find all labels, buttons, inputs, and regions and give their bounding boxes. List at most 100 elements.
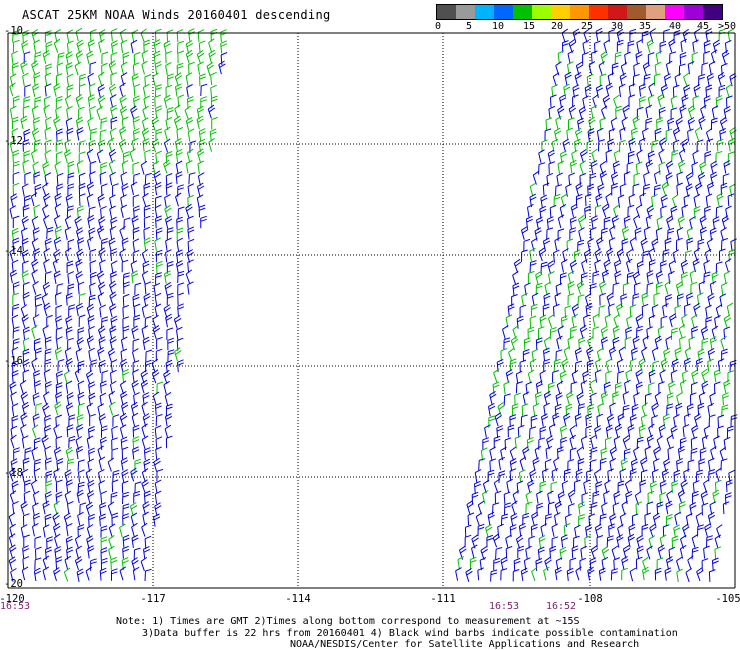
wind-barb <box>719 248 726 262</box>
wind-barb <box>65 326 73 340</box>
wind-barb <box>154 490 162 504</box>
wind-barb <box>177 50 185 64</box>
legend-swatch <box>684 5 703 19</box>
wind-barb <box>594 369 602 383</box>
wind-barb <box>197 29 205 43</box>
wind-barb <box>640 457 648 471</box>
wind-barb <box>42 161 50 176</box>
wind-barb <box>704 150 712 164</box>
wind-barb <box>705 84 713 98</box>
wind-barb <box>579 557 587 571</box>
wind-barb <box>638 424 646 438</box>
wind-barb <box>620 293 628 307</box>
wind-barb <box>599 280 607 295</box>
wind-barb <box>692 258 700 273</box>
wind-barb <box>87 458 95 472</box>
wind-barb <box>577 239 585 252</box>
wind-barb <box>188 61 195 75</box>
wind-barb <box>12 360 19 373</box>
wind-barb <box>622 282 630 296</box>
wind-barb <box>131 379 139 394</box>
wind-barb <box>122 325 130 339</box>
wind-barb <box>674 304 682 319</box>
wind-barb <box>662 249 670 262</box>
wind-barb <box>540 523 548 537</box>
wind-barb <box>76 414 84 428</box>
wind-barb <box>165 173 173 186</box>
wind-barb <box>89 260 97 273</box>
wind-barb <box>721 282 728 296</box>
wind-barb <box>44 127 52 141</box>
wind-barb <box>612 160 620 174</box>
wind-barb <box>31 149 38 163</box>
wind-barb <box>687 117 695 131</box>
wind-barb <box>505 534 512 549</box>
wind-barb <box>724 258 732 273</box>
wind-barb <box>708 569 716 582</box>
wind-barb <box>97 346 105 361</box>
wind-barb <box>555 392 563 406</box>
wind-barb <box>597 402 604 417</box>
wind-barb <box>596 535 604 548</box>
wind-barb <box>75 50 84 65</box>
wind-barb <box>587 128 595 142</box>
wind-barb <box>488 415 496 428</box>
wind-barb <box>133 303 141 317</box>
wind-barb <box>703 95 711 109</box>
wind-barb <box>602 203 610 218</box>
wind-barb <box>548 423 556 438</box>
wind-barb <box>66 84 74 98</box>
wind-barb <box>34 557 42 570</box>
wind-barb <box>131 522 138 537</box>
wind-barb <box>90 128 98 141</box>
wind-barb <box>464 524 472 538</box>
wind-barb <box>57 52 65 65</box>
wind-barb <box>20 424 27 438</box>
wind-barb <box>676 237 683 251</box>
wind-barb <box>9 490 17 505</box>
wind-barb <box>176 237 184 252</box>
wind-barb <box>645 117 653 131</box>
wind-barb <box>33 171 41 185</box>
wind-barb <box>22 348 30 362</box>
wind-barb <box>23 128 31 142</box>
wind-barb <box>715 205 723 218</box>
wind-barb <box>595 193 603 208</box>
wind-barb <box>575 566 582 581</box>
wind-barb <box>557 446 564 460</box>
wind-barb <box>654 170 661 185</box>
wind-barb <box>656 501 664 515</box>
wind-barb <box>605 358 613 373</box>
wind-barb <box>608 128 616 142</box>
legend-swatch <box>627 5 646 19</box>
wind-barb <box>56 151 63 164</box>
wind-barb <box>680 271 688 285</box>
wind-barb <box>89 61 97 75</box>
wind-barb <box>519 456 527 471</box>
wind-barb <box>23 534 30 547</box>
wind-barb <box>88 206 96 219</box>
wind-barb <box>477 500 485 515</box>
wind-barb <box>67 283 75 296</box>
wind-barb <box>683 84 691 98</box>
wind-barb <box>568 503 575 516</box>
wind-barb <box>55 304 63 318</box>
wind-barb <box>705 28 713 42</box>
wind-barb <box>710 117 718 131</box>
wind-barb <box>86 402 94 417</box>
wind-barb <box>206 61 214 76</box>
wind-barb <box>87 545 95 559</box>
lat-label: -16 <box>4 355 23 367</box>
wind-barb <box>615 105 622 119</box>
wind-barb <box>55 382 63 395</box>
wind-barb <box>11 403 19 417</box>
swath-right <box>455 27 738 583</box>
wind-barb <box>65 62 73 76</box>
wind-barb <box>119 94 127 109</box>
wind-barb <box>526 436 534 450</box>
wind-barb <box>728 469 735 484</box>
wind-barb <box>666 434 673 449</box>
wind-barb <box>646 326 653 340</box>
wind-barb <box>504 502 511 515</box>
wind-barb <box>98 413 106 428</box>
